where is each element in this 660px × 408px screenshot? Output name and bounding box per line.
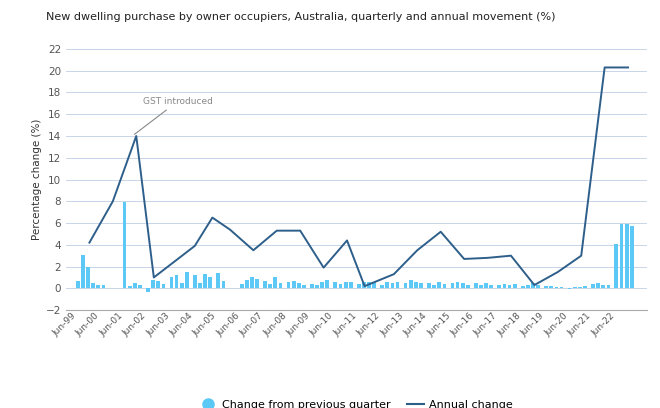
Bar (601, 285, 605, 288)
Bar (151, 279, 155, 288)
Bar (419, 283, 423, 288)
Bar (537, 285, 540, 288)
Bar (86, 266, 90, 288)
Bar (297, 283, 301, 288)
Bar (432, 285, 436, 288)
Bar (549, 286, 553, 288)
Bar (91, 283, 95, 288)
Bar (498, 285, 501, 288)
Bar (263, 281, 267, 288)
Bar (198, 283, 202, 288)
Bar (451, 283, 454, 288)
Bar (607, 285, 611, 288)
Bar (357, 284, 360, 288)
Bar (490, 285, 493, 288)
Bar (573, 287, 577, 288)
Bar (380, 285, 384, 288)
Bar (203, 274, 207, 288)
Bar (367, 282, 371, 288)
Bar (479, 285, 483, 288)
Bar (544, 286, 548, 288)
Bar (333, 282, 337, 288)
Bar (245, 279, 249, 288)
Bar (560, 287, 564, 288)
Bar (614, 244, 618, 288)
Bar (269, 284, 272, 288)
Bar (362, 282, 366, 288)
Bar (292, 281, 296, 288)
Bar (162, 284, 165, 288)
Bar (404, 283, 407, 288)
Bar (138, 285, 142, 288)
Bar (583, 286, 587, 288)
Text: GST introduced: GST introduced (135, 97, 213, 134)
Bar (279, 283, 282, 288)
Bar (81, 255, 84, 288)
Bar (466, 285, 470, 288)
Bar (484, 283, 488, 288)
Bar (396, 282, 399, 288)
Bar (310, 284, 314, 288)
Bar (630, 226, 634, 288)
Bar (302, 285, 306, 288)
Bar (568, 288, 572, 289)
Text: New dwelling purchase by owner occupiers, Australia, quarterly and annual moveme: New dwelling purchase by owner occupiers… (46, 12, 556, 22)
Bar (372, 282, 376, 288)
Bar (620, 224, 624, 288)
Bar (409, 279, 412, 288)
Bar (414, 282, 418, 288)
Bar (344, 282, 348, 288)
Bar (76, 281, 80, 288)
Bar (508, 285, 512, 288)
Bar (315, 285, 319, 288)
Bar (385, 282, 389, 288)
Bar (325, 279, 329, 288)
Bar (438, 282, 441, 288)
Bar (250, 277, 254, 288)
Bar (443, 284, 446, 288)
Bar (175, 275, 178, 288)
Bar (526, 285, 530, 288)
Bar (521, 286, 525, 288)
Bar (461, 283, 465, 288)
Bar (455, 282, 459, 288)
Bar (286, 282, 290, 288)
Bar (123, 202, 127, 288)
Bar (156, 281, 160, 288)
Bar (474, 283, 478, 288)
Bar (625, 224, 628, 288)
Bar (531, 283, 535, 288)
Bar (170, 277, 174, 288)
Bar (596, 283, 600, 288)
Bar (222, 281, 225, 288)
Bar (339, 284, 343, 288)
Bar (255, 279, 259, 288)
Legend: Change from previous quarter, Annual change: Change from previous quarter, Annual cha… (195, 395, 517, 408)
Bar (180, 283, 183, 288)
Bar (578, 287, 581, 288)
Bar (209, 277, 212, 288)
Bar (240, 284, 244, 288)
Bar (216, 273, 220, 288)
Bar (193, 275, 197, 288)
Bar (128, 286, 131, 288)
Bar (146, 288, 150, 292)
Bar (185, 272, 189, 288)
Bar (273, 277, 277, 288)
Bar (391, 283, 394, 288)
Y-axis label: Percentage change (%): Percentage change (%) (32, 119, 42, 240)
Bar (102, 285, 106, 288)
Bar (349, 282, 352, 288)
Bar (502, 284, 506, 288)
Bar (133, 283, 137, 288)
Bar (554, 287, 558, 288)
Bar (96, 285, 100, 288)
Bar (320, 282, 324, 288)
Bar (591, 284, 595, 288)
Bar (513, 284, 517, 288)
Bar (427, 283, 431, 288)
